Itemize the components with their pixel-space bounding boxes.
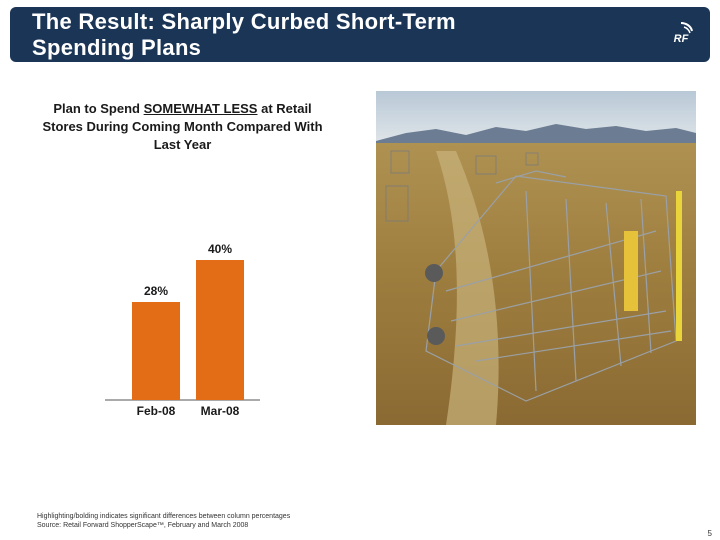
bar-feb-08 (132, 302, 180, 400)
rf-logo: RF (668, 21, 694, 49)
title-banner: The Result: Sharply Curbed Short-Term Sp… (10, 7, 710, 62)
footnote-highlighting: Highlighting/bolding indicates significa… (37, 513, 291, 520)
bar-mar-08 (196, 260, 244, 400)
chart-title-emphasis: SOMEWHAT LESS (143, 101, 258, 116)
shopping-cart-photo (376, 91, 696, 425)
logo-text: RF (673, 33, 689, 45)
footnote: Highlighting/bolding indicates significa… (37, 512, 290, 530)
chart-title-prefix: Plan to Spend (53, 101, 144, 116)
chart-title: Plan to Spend SOMEWHAT LESS at Retail St… (40, 100, 325, 154)
footnote-source: Source: Retail Forward ShopperScape™, Fe… (37, 522, 249, 529)
data-label-feb-08: 28% (144, 284, 168, 298)
page-number: 5 (707, 529, 712, 538)
slide-title: The Result: Sharply Curbed Short-Term Sp… (32, 9, 456, 60)
chart-title-suffix: at Retail Stores During Coming Month Com… (42, 101, 323, 152)
bar-chart: 28% Feb-08 40% Mar-08 (105, 242, 260, 418)
x-tick-label-mar-08: Mar-08 (201, 404, 240, 418)
x-tick-label-feb-08: Feb-08 (137, 404, 176, 418)
data-label-mar-08: 40% (208, 242, 232, 256)
